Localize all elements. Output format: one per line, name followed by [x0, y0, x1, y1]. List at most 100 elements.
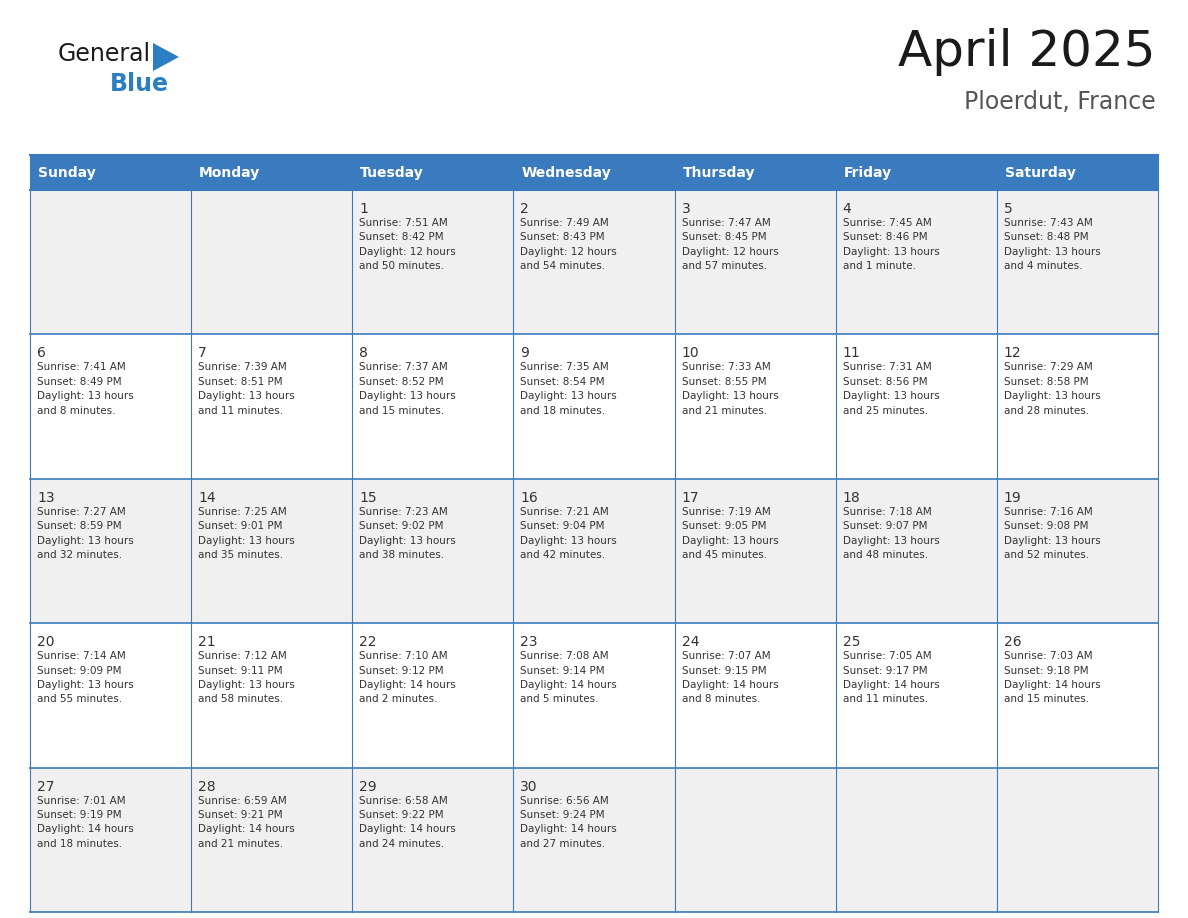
- Text: Blue: Blue: [110, 72, 169, 96]
- Text: 23: 23: [520, 635, 538, 649]
- Bar: [513, 623, 675, 767]
- Text: Sunrise: 7:25 AM
Sunset: 9:01 PM
Daylight: 13 hours
and 35 minutes.: Sunrise: 7:25 AM Sunset: 9:01 PM Dayligh…: [198, 507, 295, 560]
- Text: 26: 26: [1004, 635, 1022, 649]
- Text: April 2025: April 2025: [898, 28, 1156, 76]
- Bar: [191, 479, 353, 623]
- Text: Ploerdut, France: Ploerdut, France: [965, 90, 1156, 114]
- Text: Sunrise: 7:43 AM
Sunset: 8:48 PM
Daylight: 13 hours
and 4 minutes.: Sunrise: 7:43 AM Sunset: 8:48 PM Dayligh…: [1004, 218, 1100, 271]
- Text: 19: 19: [1004, 491, 1022, 505]
- Text: 4: 4: [842, 202, 852, 216]
- Bar: [675, 479, 835, 623]
- Bar: [835, 190, 997, 334]
- Text: Sunrise: 7:14 AM
Sunset: 9:09 PM
Daylight: 13 hours
and 55 minutes.: Sunrise: 7:14 AM Sunset: 9:09 PM Dayligh…: [37, 651, 134, 704]
- Text: Sunrise: 7:49 AM
Sunset: 8:43 PM
Daylight: 12 hours
and 54 minutes.: Sunrise: 7:49 AM Sunset: 8:43 PM Dayligh…: [520, 218, 618, 271]
- Text: Thursday: Thursday: [683, 165, 756, 180]
- Text: Sunrise: 7:19 AM
Sunset: 9:05 PM
Daylight: 13 hours
and 45 minutes.: Sunrise: 7:19 AM Sunset: 9:05 PM Dayligh…: [682, 507, 778, 560]
- Bar: [30, 155, 191, 190]
- Text: 15: 15: [359, 491, 377, 505]
- Text: Sunrise: 7:07 AM
Sunset: 9:15 PM
Daylight: 14 hours
and 8 minutes.: Sunrise: 7:07 AM Sunset: 9:15 PM Dayligh…: [682, 651, 778, 704]
- Text: Sunrise: 7:08 AM
Sunset: 9:14 PM
Daylight: 14 hours
and 5 minutes.: Sunrise: 7:08 AM Sunset: 9:14 PM Dayligh…: [520, 651, 618, 704]
- Bar: [513, 334, 675, 479]
- Text: Sunrise: 7:37 AM
Sunset: 8:52 PM
Daylight: 13 hours
and 15 minutes.: Sunrise: 7:37 AM Sunset: 8:52 PM Dayligh…: [359, 363, 456, 416]
- Text: 8: 8: [359, 346, 368, 361]
- Bar: [675, 623, 835, 767]
- Text: 9: 9: [520, 346, 530, 361]
- Bar: [675, 767, 835, 912]
- Bar: [191, 155, 353, 190]
- Bar: [353, 623, 513, 767]
- Text: 14: 14: [198, 491, 216, 505]
- Text: Friday: Friday: [843, 165, 892, 180]
- Text: 3: 3: [682, 202, 690, 216]
- Text: Sunrise: 7:05 AM
Sunset: 9:17 PM
Daylight: 14 hours
and 11 minutes.: Sunrise: 7:05 AM Sunset: 9:17 PM Dayligh…: [842, 651, 940, 704]
- Bar: [997, 190, 1158, 334]
- Text: Sunrise: 7:41 AM
Sunset: 8:49 PM
Daylight: 13 hours
and 8 minutes.: Sunrise: 7:41 AM Sunset: 8:49 PM Dayligh…: [37, 363, 134, 416]
- Bar: [835, 155, 997, 190]
- Bar: [997, 479, 1158, 623]
- Bar: [30, 190, 191, 334]
- Text: Saturday: Saturday: [1005, 165, 1075, 180]
- Text: 6: 6: [37, 346, 46, 361]
- Bar: [30, 479, 191, 623]
- Text: 5: 5: [1004, 202, 1012, 216]
- Text: 20: 20: [37, 635, 55, 649]
- Bar: [353, 334, 513, 479]
- Bar: [191, 334, 353, 479]
- Text: Sunrise: 6:58 AM
Sunset: 9:22 PM
Daylight: 14 hours
and 24 minutes.: Sunrise: 6:58 AM Sunset: 9:22 PM Dayligh…: [359, 796, 456, 849]
- Text: Sunrise: 7:18 AM
Sunset: 9:07 PM
Daylight: 13 hours
and 48 minutes.: Sunrise: 7:18 AM Sunset: 9:07 PM Dayligh…: [842, 507, 940, 560]
- Text: Sunrise: 7:29 AM
Sunset: 8:58 PM
Daylight: 13 hours
and 28 minutes.: Sunrise: 7:29 AM Sunset: 8:58 PM Dayligh…: [1004, 363, 1100, 416]
- Text: 13: 13: [37, 491, 55, 505]
- Bar: [353, 155, 513, 190]
- Bar: [675, 190, 835, 334]
- Bar: [835, 334, 997, 479]
- Text: 29: 29: [359, 779, 377, 793]
- Text: 27: 27: [37, 779, 55, 793]
- Text: 25: 25: [842, 635, 860, 649]
- Bar: [191, 623, 353, 767]
- Text: 10: 10: [682, 346, 700, 361]
- Bar: [191, 767, 353, 912]
- Bar: [997, 767, 1158, 912]
- Text: 18: 18: [842, 491, 860, 505]
- Text: Sunrise: 6:56 AM
Sunset: 9:24 PM
Daylight: 14 hours
and 27 minutes.: Sunrise: 6:56 AM Sunset: 9:24 PM Dayligh…: [520, 796, 618, 849]
- Bar: [30, 623, 191, 767]
- Bar: [353, 479, 513, 623]
- Bar: [353, 190, 513, 334]
- Text: 1: 1: [359, 202, 368, 216]
- Text: 21: 21: [198, 635, 216, 649]
- Bar: [191, 190, 353, 334]
- Bar: [997, 155, 1158, 190]
- Text: Sunrise: 7:12 AM
Sunset: 9:11 PM
Daylight: 13 hours
and 58 minutes.: Sunrise: 7:12 AM Sunset: 9:11 PM Dayligh…: [198, 651, 295, 704]
- Text: 24: 24: [682, 635, 699, 649]
- Text: Sunrise: 7:31 AM
Sunset: 8:56 PM
Daylight: 13 hours
and 25 minutes.: Sunrise: 7:31 AM Sunset: 8:56 PM Dayligh…: [842, 363, 940, 416]
- Bar: [513, 479, 675, 623]
- Text: General: General: [58, 42, 151, 66]
- Text: Sunrise: 6:59 AM
Sunset: 9:21 PM
Daylight: 14 hours
and 21 minutes.: Sunrise: 6:59 AM Sunset: 9:21 PM Dayligh…: [198, 796, 295, 849]
- Text: Sunrise: 7:33 AM
Sunset: 8:55 PM
Daylight: 13 hours
and 21 minutes.: Sunrise: 7:33 AM Sunset: 8:55 PM Dayligh…: [682, 363, 778, 416]
- Text: Sunrise: 7:39 AM
Sunset: 8:51 PM
Daylight: 13 hours
and 11 minutes.: Sunrise: 7:39 AM Sunset: 8:51 PM Dayligh…: [198, 363, 295, 416]
- Text: Sunrise: 7:27 AM
Sunset: 8:59 PM
Daylight: 13 hours
and 32 minutes.: Sunrise: 7:27 AM Sunset: 8:59 PM Dayligh…: [37, 507, 134, 560]
- Text: 30: 30: [520, 779, 538, 793]
- Text: Sunrise: 7:47 AM
Sunset: 8:45 PM
Daylight: 12 hours
and 57 minutes.: Sunrise: 7:47 AM Sunset: 8:45 PM Dayligh…: [682, 218, 778, 271]
- Polygon shape: [153, 43, 179, 71]
- Text: 16: 16: [520, 491, 538, 505]
- Text: Sunrise: 7:03 AM
Sunset: 9:18 PM
Daylight: 14 hours
and 15 minutes.: Sunrise: 7:03 AM Sunset: 9:18 PM Dayligh…: [1004, 651, 1100, 704]
- Text: Sunrise: 7:35 AM
Sunset: 8:54 PM
Daylight: 13 hours
and 18 minutes.: Sunrise: 7:35 AM Sunset: 8:54 PM Dayligh…: [520, 363, 618, 416]
- Text: 22: 22: [359, 635, 377, 649]
- Bar: [997, 334, 1158, 479]
- Text: Sunrise: 7:23 AM
Sunset: 9:02 PM
Daylight: 13 hours
and 38 minutes.: Sunrise: 7:23 AM Sunset: 9:02 PM Dayligh…: [359, 507, 456, 560]
- Bar: [835, 479, 997, 623]
- Text: 11: 11: [842, 346, 860, 361]
- Text: Tuesday: Tuesday: [360, 165, 424, 180]
- Bar: [835, 767, 997, 912]
- Text: Sunrise: 7:16 AM
Sunset: 9:08 PM
Daylight: 13 hours
and 52 minutes.: Sunrise: 7:16 AM Sunset: 9:08 PM Dayligh…: [1004, 507, 1100, 560]
- Text: 7: 7: [198, 346, 207, 361]
- Bar: [675, 155, 835, 190]
- Text: Sunrise: 7:21 AM
Sunset: 9:04 PM
Daylight: 13 hours
and 42 minutes.: Sunrise: 7:21 AM Sunset: 9:04 PM Dayligh…: [520, 507, 618, 560]
- Bar: [353, 767, 513, 912]
- Text: Sunday: Sunday: [38, 165, 96, 180]
- Bar: [30, 767, 191, 912]
- Text: Wednesday: Wednesday: [522, 165, 611, 180]
- Bar: [513, 190, 675, 334]
- Text: Sunrise: 7:51 AM
Sunset: 8:42 PM
Daylight: 12 hours
and 50 minutes.: Sunrise: 7:51 AM Sunset: 8:42 PM Dayligh…: [359, 218, 456, 271]
